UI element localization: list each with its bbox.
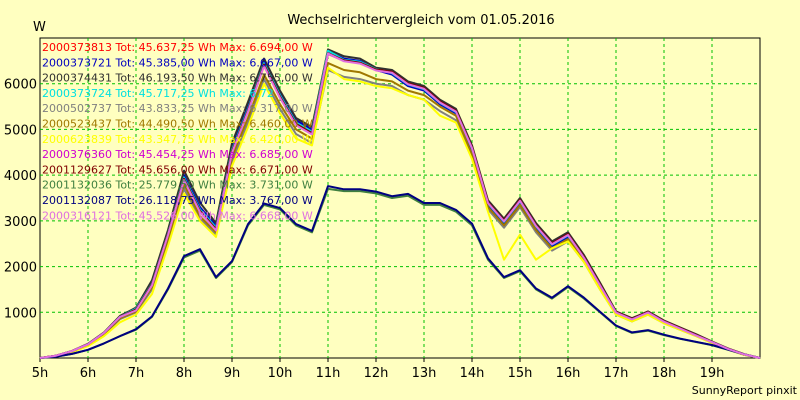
x-tick-label: 7h bbox=[128, 366, 145, 381]
legend-entry-2000502737: 2000502737 Tot: 43.833,25 Wh Max: 6.317,… bbox=[42, 102, 313, 115]
x-tick-label: 15h bbox=[508, 366, 533, 381]
x-axis-ticks: 5h 6h 7h 8h 9h 10h 11h 12h 13h 14h 15h 16h 17h 18h 19h bbox=[32, 358, 725, 381]
y-tick-label: 1000 bbox=[4, 306, 37, 321]
x-tick-label: 5h bbox=[32, 366, 49, 381]
x-tick-label: 19h bbox=[700, 366, 725, 381]
x-tick-label: 12h bbox=[364, 366, 389, 381]
legend: 2000373813 Tot: 45.637,25 Wh Max: 6.694,… bbox=[42, 41, 313, 222]
series-line-2000623839 bbox=[39, 66, 761, 359]
x-tick-label: 17h bbox=[604, 366, 629, 381]
legend-entry-2000374431: 2000374431 Tot: 46.193,50 Wh Max: 6.755,… bbox=[42, 72, 313, 85]
y-axis-ticks: 1000 2000 3000 4000 5000 6000 bbox=[4, 78, 37, 322]
x-tick-label: 18h bbox=[652, 366, 677, 381]
x-tick-label: 13h bbox=[412, 366, 437, 381]
y-tick-label: 4000 bbox=[4, 169, 37, 184]
y-tick-label: 3000 bbox=[4, 215, 37, 230]
y-tick-label: 2000 bbox=[4, 261, 37, 276]
legend-entry-2000623839: 2000623839 Tot: 43.347,75 Wh Max: 6.420,… bbox=[42, 133, 313, 146]
chart-title: Wechselrichtervergleich vom 01.05.2016 bbox=[287, 13, 554, 28]
series-line-2001132087 bbox=[39, 185, 761, 359]
legend-entry-2000376360: 2000376360 Tot: 45.454,25 Wh Max: 6.685,… bbox=[42, 148, 313, 161]
y-tick-label: 5000 bbox=[4, 123, 37, 138]
x-tick-label: 11h bbox=[316, 366, 341, 381]
legend-entry-2001129627: 2001129627 Tot: 45.656,00 Wh Max: 6.671,… bbox=[42, 163, 313, 176]
legend-entry-2001132036: 2001132036 Tot: 25.779,50 Wh Max: 3.731,… bbox=[42, 179, 313, 192]
y-axis-unit: W bbox=[33, 20, 46, 35]
series-lines bbox=[39, 48, 761, 359]
series-line-2000316121 bbox=[39, 52, 761, 359]
credit-text: SunnyReport pinxit bbox=[692, 384, 798, 397]
x-tick-label: 14h bbox=[460, 366, 485, 381]
legend-entry-2000316121: 2000316121 Tot: 45.526,00 Wh Max: 6.668,… bbox=[42, 209, 313, 222]
legend-entry-2000373813: 2000373813 Tot: 45.637,25 Wh Max: 6.694,… bbox=[42, 41, 313, 54]
x-tick-label: 8h bbox=[176, 366, 193, 381]
legend-entry-2000373724: 2000373724 Tot: 45.717,25 Wh Max: 6.72 bbox=[42, 87, 274, 100]
legend-entry-2000373721: 2000373721 Tot: 45.385,00 Wh Max: 6.667,… bbox=[42, 56, 313, 69]
x-tick-label: 10h bbox=[268, 366, 293, 381]
legend-entry-2000523437: 2000523437 Tot: 44.490,50 Wh Max: 6.460,… bbox=[42, 118, 313, 131]
legend-entry-2001132087: 2001132087 Tot: 26.118,75 Wh Max: 3.767,… bbox=[42, 194, 313, 207]
y-tick-label: 6000 bbox=[4, 78, 37, 93]
x-tick-label: 9h bbox=[224, 366, 241, 381]
x-tick-label: 6h bbox=[80, 366, 97, 381]
x-tick-label: 16h bbox=[556, 366, 581, 381]
